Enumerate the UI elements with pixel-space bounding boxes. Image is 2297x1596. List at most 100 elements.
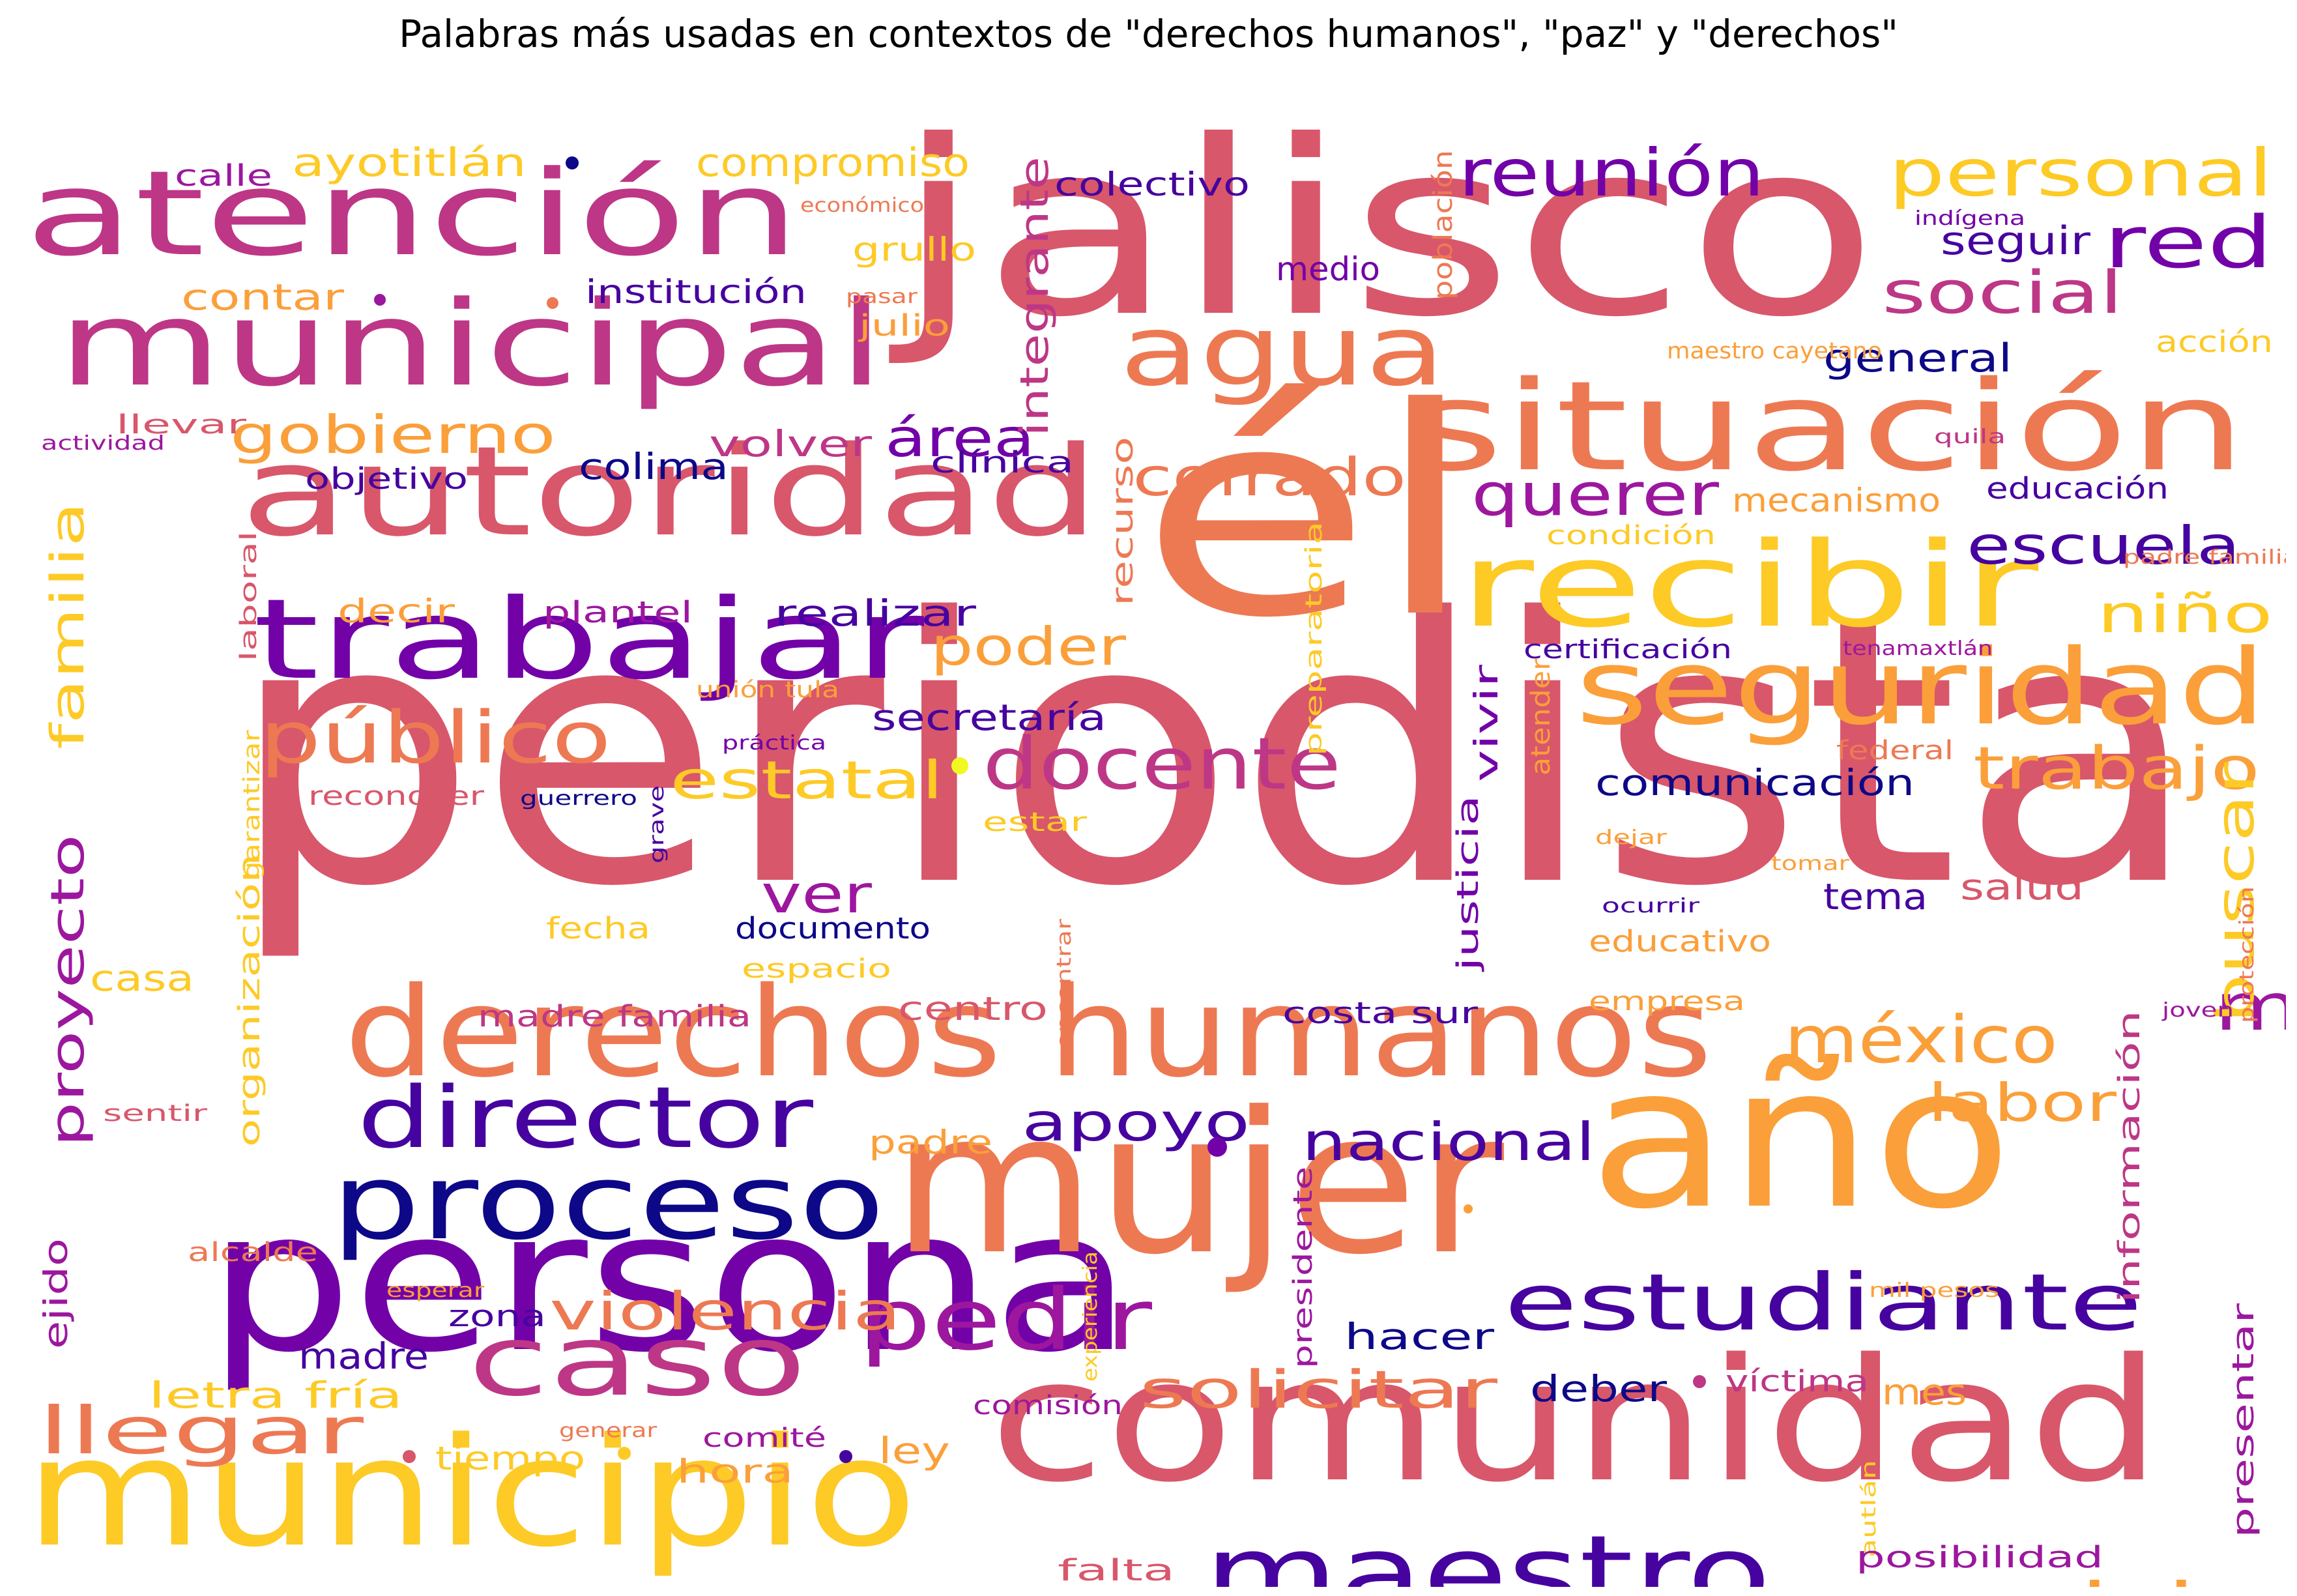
word-recibir: recibir	[1458, 517, 2038, 654]
word-persona: persona	[207, 1168, 1133, 1395]
word-ocurrir: ocurrir	[1602, 895, 1700, 918]
word-comité: comité	[702, 1423, 826, 1453]
word-contar: contar	[181, 276, 345, 318]
word-julio: julio	[858, 308, 950, 343]
word-comunidad: comunidad	[989, 1323, 2162, 1520]
word-mecanismo: mecanismo	[1732, 482, 1941, 519]
word-alcalde: alcalde	[188, 1238, 318, 1268]
word-experiencia: experiencia	[1079, 1251, 1102, 1382]
word-joven: joven	[2161, 999, 2234, 1022]
word-docente: docente	[983, 722, 1341, 805]
word-generar: generar	[559, 1419, 657, 1442]
dot-mark	[566, 156, 579, 169]
word-familia: familia	[41, 502, 94, 749]
word-espacio: espacio	[742, 954, 891, 984]
word-seguir: seguir	[1941, 218, 2090, 264]
word-organización: organización	[232, 854, 267, 1147]
word-pedir: pedir	[859, 1270, 1153, 1369]
word-institución: institución	[585, 273, 807, 311]
word-presidente: presidente	[1288, 1167, 1318, 1369]
word-acción: acción	[2156, 325, 2273, 359]
word-integrante: integrante	[1012, 156, 1058, 437]
word-plantel: plantel	[543, 595, 693, 630]
word-medio: medio	[1276, 250, 1380, 288]
word-poder: poder	[931, 617, 1126, 677]
word-educativo: educativo	[1589, 924, 1771, 959]
word-área: área	[885, 408, 1035, 469]
word-fecha: fecha	[546, 911, 650, 946]
word-personal: personal	[1888, 135, 2273, 211]
word-escuela: escuela	[1967, 515, 2240, 576]
word-información: información	[2112, 1010, 2146, 1303]
word-ley: ley	[878, 1430, 950, 1472]
word-víctima: víctima	[1726, 1364, 1869, 1399]
word-hora: hora	[676, 1453, 794, 1490]
word-municipal: municipal	[57, 276, 885, 413]
word-económico: económico	[800, 194, 924, 217]
word-centro: centro	[898, 990, 1048, 1028]
dot-mark	[1464, 1204, 1473, 1213]
word-madre-familia: madre familia	[478, 999, 751, 1034]
word-niño: niño	[2097, 584, 2273, 645]
word-indígena: indígena	[1914, 207, 2025, 230]
word-padre: padre	[869, 1124, 992, 1161]
dot-mark	[547, 297, 558, 309]
word-municipio: municipio	[25, 1406, 917, 1580]
word-compromiso: compromiso	[696, 140, 970, 186]
word-justicia: justicia	[1451, 795, 1485, 972]
word-general: general	[1823, 336, 2012, 381]
word-periodista: periodista	[227, 542, 2201, 966]
word-seguridad: seguridad	[1576, 626, 2266, 748]
word-estar: estar	[983, 807, 1088, 837]
word-objetivo: objetivo	[305, 461, 468, 496]
word-servicio: servicio	[1856, 1569, 2260, 1587]
word-agua: agua	[1120, 295, 1445, 408]
word-guerrero: guerrero	[520, 787, 637, 810]
word-educación: educación	[1986, 471, 2169, 506]
word-población: población	[1428, 150, 1458, 300]
word-esperar: esperar	[386, 1279, 485, 1302]
word-certificación: certificación	[1524, 635, 1732, 665]
word-costa-sur: costa sur	[1282, 996, 1479, 1030]
dot-mark	[374, 294, 386, 306]
word-nacional: nacional	[1302, 1112, 1595, 1172]
word-social: social	[1882, 259, 2123, 327]
dot-mark	[403, 1450, 416, 1463]
word-empresa: empresa	[1589, 987, 1745, 1017]
word-buscar: buscar	[2205, 762, 2266, 1023]
word-jalisco: jalisco	[885, 90, 1879, 370]
word-realizar: realizar	[774, 592, 977, 634]
word-méxico: méxico	[1784, 1002, 2058, 1078]
word-mujer: mujer	[891, 1070, 1506, 1298]
word-atención: atención	[25, 146, 800, 282]
word-zona: zona	[448, 1299, 546, 1333]
word-reconocer: reconocer	[308, 781, 485, 811]
word-volver: volver	[709, 423, 873, 465]
word-público: público	[259, 696, 611, 779]
word-proyecto: proyecto	[41, 834, 94, 1147]
word-momento: momento	[2214, 969, 2286, 1045]
word-ver: ver	[761, 864, 872, 925]
word-falta: falta	[1058, 1553, 1175, 1587]
word-derechos-humanos: derechos humanos	[344, 961, 1712, 1105]
word-encontrar: encontrar	[1053, 918, 1076, 1049]
word-cofrado: cofrado	[1133, 447, 1406, 508]
word-protección: protección	[2236, 886, 2259, 1023]
word-solicitar: solicitar	[1139, 1359, 1497, 1420]
dot-mark	[618, 1447, 631, 1460]
word-tiempo: tiempo	[435, 1440, 585, 1477]
word-trabajo: trabajo	[1973, 734, 2260, 803]
chart-title: Palabras más usadas en contextos de "der…	[399, 12, 1898, 56]
word-pasar: pasar	[846, 285, 918, 308]
word-ejido: ejido	[37, 1238, 75, 1349]
word-violencia: violencia	[549, 1281, 901, 1342]
word-sentir: sentir	[103, 1101, 208, 1127]
word-unión-tula: unión tula	[696, 677, 839, 703]
word-hacer: hacer	[1344, 1316, 1495, 1357]
dot-mark	[839, 1450, 852, 1463]
word-tema: tema	[1823, 876, 1928, 918]
word-año: año	[1589, 1024, 2012, 1252]
dot-mark	[951, 757, 968, 774]
word-posibilidad: posibilidad	[1856, 1540, 2103, 1574]
